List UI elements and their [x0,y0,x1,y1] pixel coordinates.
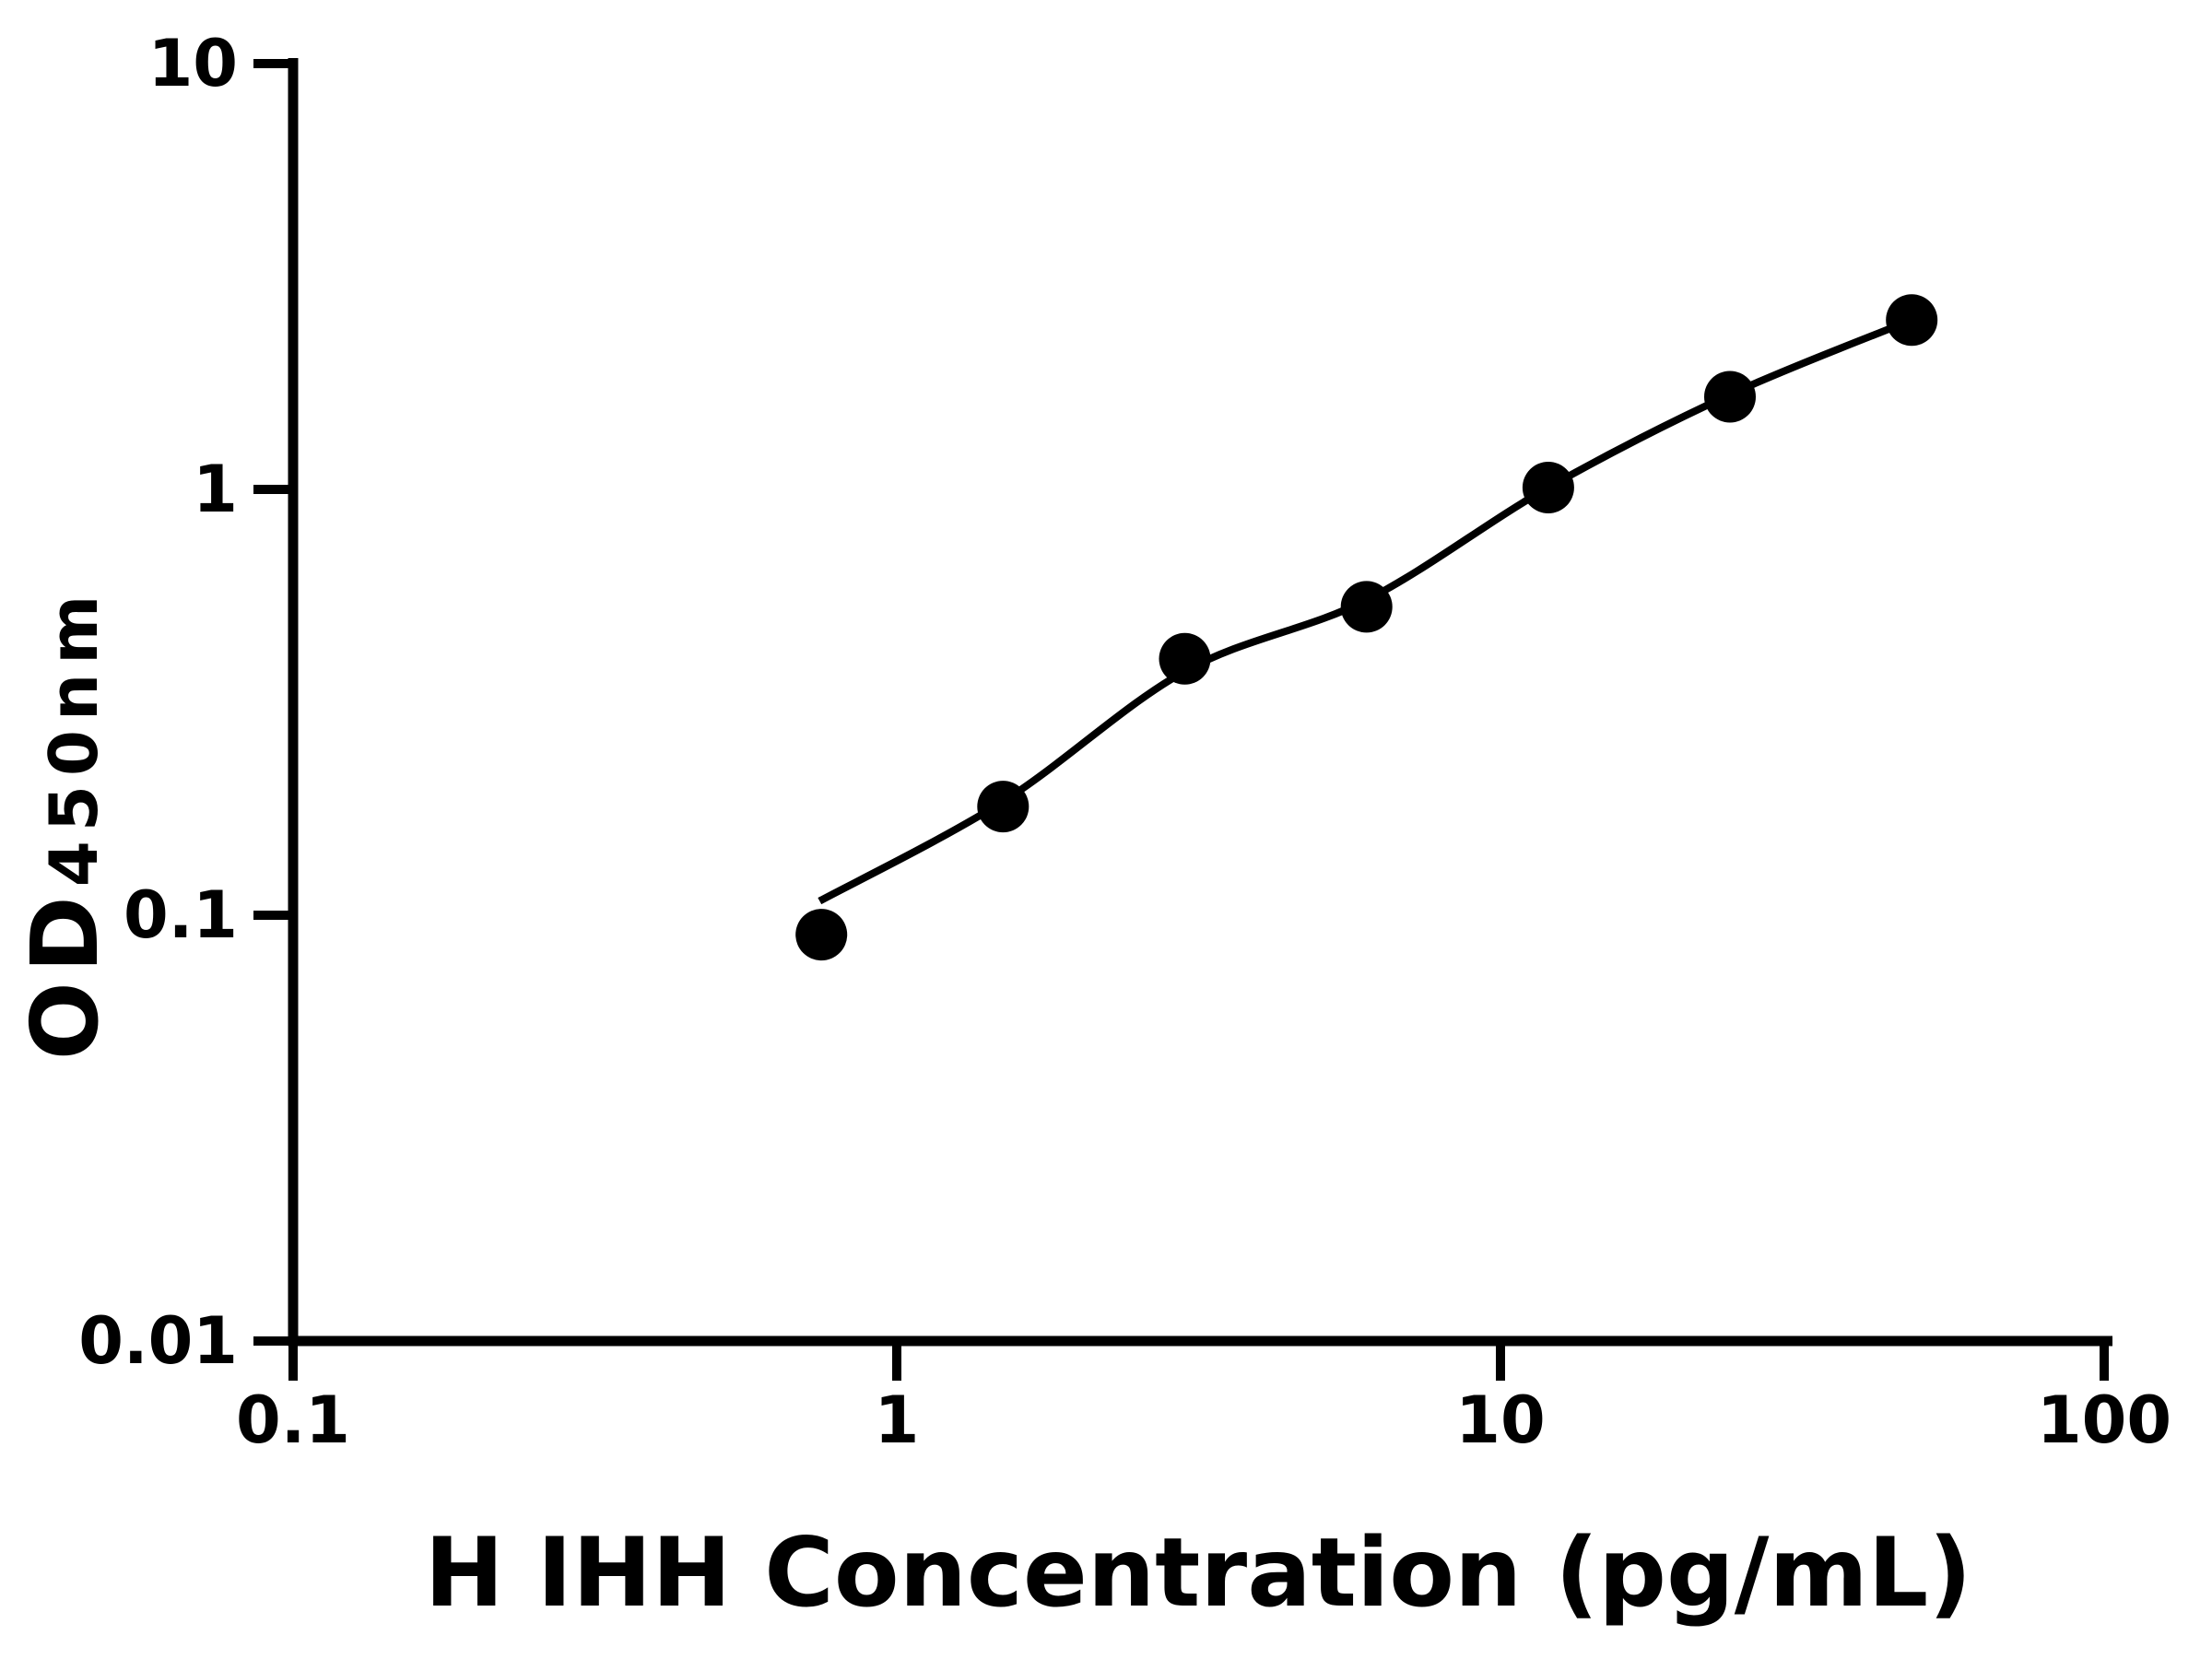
data-point [1340,581,1393,633]
data-point [1704,371,1756,423]
x-axis-title: H IHH Concentration (pg/mL) [424,1518,1972,1629]
x-tick-label: 0.1 [235,1382,350,1458]
x-tick-label: 100 [2036,1382,2172,1458]
y-tick-label: 10 [147,26,238,101]
x-tick-label: 1 [874,1382,920,1458]
data-point [1159,632,1211,685]
y-axis-title-subscript: 450nm [35,585,112,888]
data-point [795,909,848,961]
y-tick-label: 0.01 [78,1303,238,1379]
y-tick-label: 1 [193,452,238,527]
data-point [1522,462,1574,513]
x-tick-label: 10 [1455,1382,1546,1458]
y-axis-title: OD450nm [11,586,119,1061]
y-tick-label: 0.1 [123,877,238,953]
data-point [977,781,1030,833]
data-point [1886,294,1938,347]
